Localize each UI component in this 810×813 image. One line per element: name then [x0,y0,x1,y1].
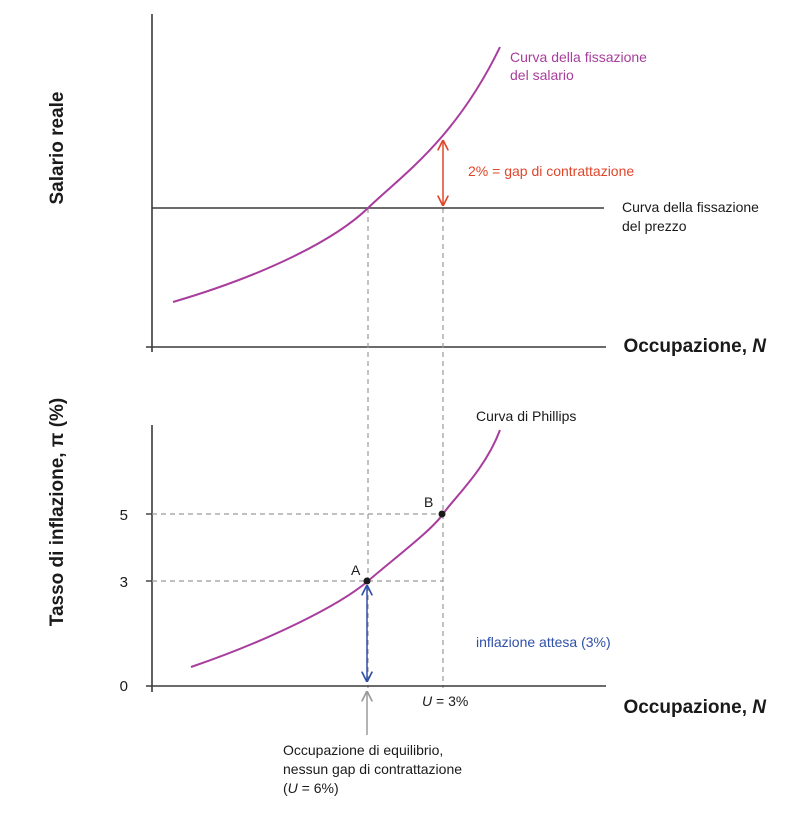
top-y-axis-title: Salario reale [47,91,68,204]
u-label: U = 3% [422,693,468,709]
bottom-x-axis-title: Occupazione, N [623,697,767,718]
bargaining-gap-label: 2% = gap di contrattazione [468,163,634,179]
wage-setting-curve [172,46,501,303]
top-x-axis-title: Occupazione, N [623,336,767,357]
equilibrium-label-2: nessun gap di contrattazione [283,761,462,777]
expected-inflation-label: inflazione attesa (3%) [476,634,611,650]
price-curve-label: Curva della fissazione [622,199,759,215]
bottom-y-axis-title: Tasso di inflazione, π (%) [47,398,68,627]
wage-curve-label: Curva della fissazione [510,49,647,65]
y-tick-label-5: 5 [120,507,128,524]
equilibrium-label-1: Occupazione di equilibrio, [283,742,443,758]
point-a [363,577,371,585]
wage-curve-label-2: del salario [510,67,574,83]
y-tick-label-0: 0 [120,678,128,695]
point-b [438,510,446,518]
point-a-label: A [351,562,361,578]
phillips-curve-label: Curva di Phillips [476,408,576,424]
point-b-label: B [424,494,433,510]
phillips-curve [190,429,501,668]
equilibrium-label-3: (U = 6%) [283,780,339,796]
price-curve-label-2: del prezzo [622,218,687,234]
y-tick-label-3: 3 [120,574,128,591]
